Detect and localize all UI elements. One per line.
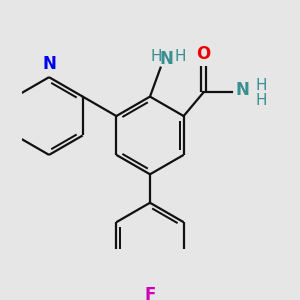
Text: H: H xyxy=(150,49,161,64)
Text: N: N xyxy=(42,56,56,74)
Text: H: H xyxy=(256,78,267,93)
Text: O: O xyxy=(196,45,211,63)
Text: N: N xyxy=(160,50,174,68)
Text: F: F xyxy=(144,286,156,300)
Text: H: H xyxy=(256,94,267,109)
Text: H: H xyxy=(175,49,186,64)
Text: N: N xyxy=(236,81,250,99)
